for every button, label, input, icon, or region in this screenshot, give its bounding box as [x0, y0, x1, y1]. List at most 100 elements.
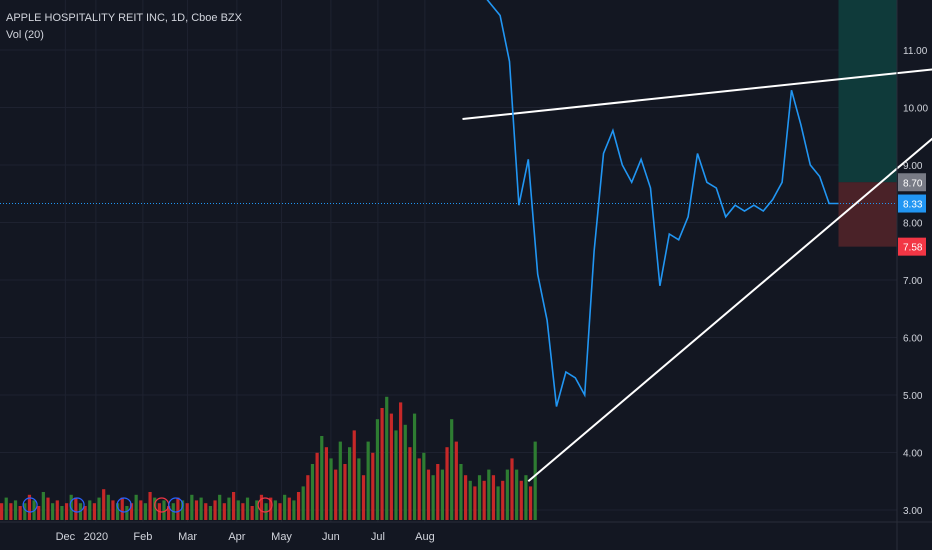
volume-bar — [55, 500, 59, 520]
stop-price-label: 7.58 — [903, 243, 923, 254]
volume-bar — [232, 492, 236, 520]
y-tick-label: 11.00 — [903, 46, 928, 57]
volume-bar — [454, 441, 458, 520]
volume-bar — [403, 424, 407, 520]
y-tick-label: 9.00 — [903, 161, 923, 172]
target-price-label-bg — [898, 173, 926, 192]
volume-bar — [23, 503, 27, 520]
target-price-label: 8.70 — [903, 178, 923, 189]
y-tick-label: 10.00 — [903, 104, 928, 115]
volume-bar — [533, 441, 537, 520]
volume-bar — [394, 430, 398, 520]
volume-bar — [106, 494, 110, 520]
volume-bar — [60, 506, 64, 520]
volume-bar — [199, 497, 203, 520]
volume-bar — [185, 503, 189, 520]
volume-bar — [125, 506, 129, 520]
volume-bar — [450, 419, 454, 520]
volume-bar — [306, 475, 310, 520]
volume-bar — [389, 413, 393, 520]
volume-bar — [41, 492, 45, 520]
volume-bar — [129, 503, 134, 520]
volume-bar — [143, 503, 148, 520]
volume-bar — [334, 469, 338, 520]
price-line — [486, 0, 839, 407]
volume-bar — [315, 452, 319, 520]
volume-bar — [120, 497, 124, 520]
volume-bar — [343, 464, 347, 520]
volume-bar — [519, 480, 523, 520]
volume-bar — [227, 497, 231, 520]
volume-bar — [482, 480, 486, 520]
volume-bar — [180, 500, 185, 520]
volume-bar — [399, 402, 403, 520]
volume-bar — [371, 452, 375, 520]
volume-bar — [431, 475, 435, 520]
volume-bar — [74, 497, 78, 520]
dividend-icon[interactable] — [116, 497, 132, 513]
volume-bar — [348, 447, 352, 520]
volume-bar — [69, 494, 73, 520]
earnings-icon[interactable] — [257, 497, 273, 513]
volume-bar — [167, 506, 171, 520]
volume-bar — [241, 503, 245, 520]
volume-bar — [510, 458, 514, 520]
x-tick-label: May — [271, 531, 292, 543]
x-tick-label: Aug — [415, 531, 435, 543]
volume-bar — [408, 447, 412, 520]
volume-bar — [92, 503, 96, 520]
volume-bar — [116, 503, 120, 520]
volume-bar — [255, 500, 259, 520]
x-tick-label: Dec — [56, 531, 76, 543]
volume-bar — [134, 494, 138, 520]
symbol-title[interactable]: APPLE HOSPITALITY REIT INC, 1D, Cboe BZX — [6, 12, 242, 24]
volume-bar — [310, 464, 315, 520]
volume-bar — [139, 500, 143, 520]
volume-bar — [380, 408, 384, 520]
volume-bar — [375, 419, 380, 520]
volume-bar — [324, 447, 328, 520]
volume-indicator-label[interactable]: Vol (20) — [6, 29, 44, 41]
volume-bar — [194, 500, 199, 520]
volume-bar — [501, 480, 505, 520]
volume-bar — [366, 441, 370, 520]
x-tick-label: Mar — [178, 531, 197, 543]
volume-bar — [296, 492, 301, 520]
volume-bar — [46, 497, 50, 520]
x-tick-label: 2020 — [84, 531, 108, 543]
volume-bar — [204, 503, 208, 520]
volume-bar — [440, 469, 444, 520]
volume-bar — [357, 458, 361, 520]
dividend-icon[interactable] — [168, 497, 184, 513]
volume-bar — [236, 500, 240, 520]
volume-bar — [83, 506, 87, 520]
support-trendline[interactable] — [527, 131, 932, 483]
volume-bar — [153, 497, 157, 520]
x-tick-label: Jun — [322, 531, 340, 543]
volume-bar — [18, 506, 22, 520]
y-tick-label: 8.00 — [903, 219, 923, 230]
volume-bar — [88, 500, 92, 520]
volume-bar — [102, 489, 106, 520]
dividend-icon[interactable] — [22, 497, 38, 513]
volume-bar — [338, 441, 342, 520]
dividend-icon[interactable] — [69, 497, 85, 513]
x-tick-label: Apr — [228, 531, 245, 543]
volume-bar — [487, 469, 491, 520]
resistance-trendline[interactable] — [462, 68, 932, 120]
volume-bar — [208, 506, 212, 520]
volume-bar — [459, 464, 463, 520]
volume-bar — [148, 492, 152, 520]
last-price-label: 8.33 — [903, 200, 923, 211]
volume-bar — [278, 503, 282, 520]
loss-zone — [838, 182, 897, 247]
volume-bar — [283, 494, 287, 520]
volume-bar — [51, 503, 55, 520]
volume-bar — [505, 469, 509, 520]
volume-bar — [464, 475, 468, 520]
volume-bar — [250, 506, 254, 520]
volume-bar — [301, 486, 305, 520]
volume-bar — [515, 469, 519, 520]
volume-bar — [436, 464, 440, 520]
